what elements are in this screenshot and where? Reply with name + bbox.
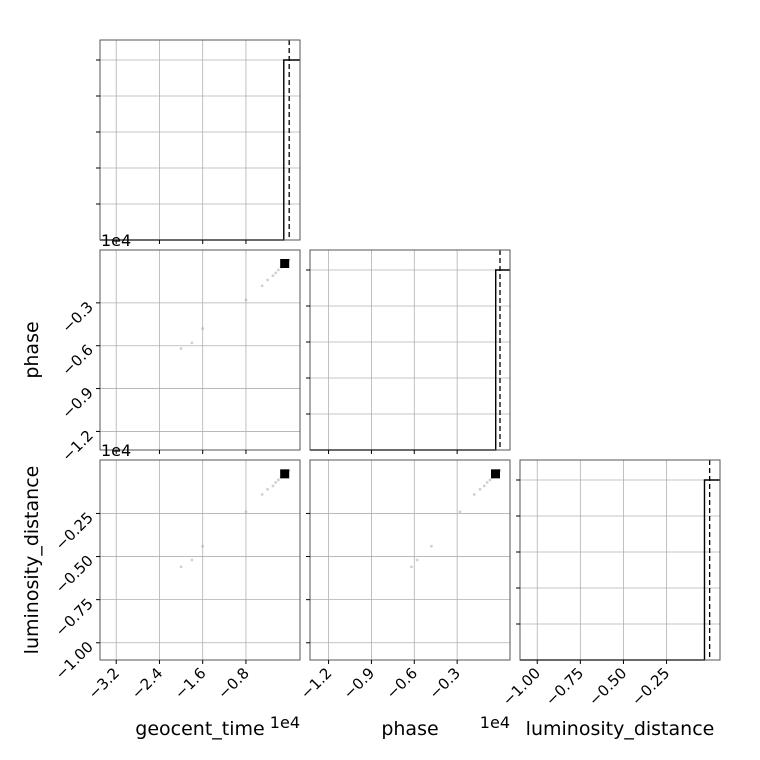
sample-point-r1c0-9 <box>244 298 248 302</box>
panel-frame-r2c2 <box>519 459 721 661</box>
x-tick-label-luminosity-distance-1: −0.75 <box>542 664 587 709</box>
sample-point-r2c1-12 <box>410 565 413 569</box>
y-tick-label-phase-1: −0.9 <box>58 384 96 422</box>
density-peak-r1c0 <box>280 259 290 268</box>
sample-point-r2c0-5 <box>274 481 278 484</box>
frames-layer <box>99 39 721 661</box>
sample-point-r2c1-8 <box>472 493 476 496</box>
sample-point-r1c0-7 <box>266 278 269 282</box>
sample-point-r2c1-11 <box>415 558 419 562</box>
offset-text-bottom-geocent-time: 1e4 <box>270 713 300 732</box>
sample-point-r1c0-5 <box>274 271 278 275</box>
sample-point-r2c0-7 <box>266 487 269 491</box>
sample-point-r2c1-4 <box>488 478 492 482</box>
histogram-step-luminosity-distance <box>520 479 720 661</box>
density-peak-r2c0 <box>280 469 290 479</box>
y-axis-label-luminosity-distance: luminosity_distance <box>21 466 43 655</box>
sample-point-r1c0-10 <box>201 327 205 330</box>
y-axis-label-phase: phase <box>21 321 43 378</box>
x-tick-label-phase-3: −0.3 <box>425 664 463 702</box>
sample-point-r2c1-10 <box>430 544 433 548</box>
y-tick-label-phase-0: −1.2 <box>58 427 96 465</box>
x-tick-label-geocent-time-0: −3.2 <box>85 664 123 702</box>
y-tick-label-phase-2: −0.6 <box>58 341 96 379</box>
offset-text-row0: 1e4 <box>101 231 131 250</box>
sample-point-r2c0-8 <box>260 493 264 496</box>
x-tick-label-phase-0: −1.2 <box>297 664 335 702</box>
y-tick-label-luminosity-distance-1: −0.75 <box>52 595 97 640</box>
x-tick-label-phase-1: −0.9 <box>340 664 378 702</box>
x-axis-label-luminosity-distance: luminosity_distance <box>526 718 715 740</box>
sample-point-r2c1-9 <box>458 510 462 514</box>
sample-point-r1c0-4 <box>276 268 280 272</box>
panel-frame-r2c1 <box>309 459 511 661</box>
offset-text-bottom-phase: 1e4 <box>480 713 510 732</box>
histogram-step-geocent-time <box>100 59 300 241</box>
x-tick-label-geocent-time-1: −2.4 <box>128 664 166 702</box>
x-axis-label-geocent-time: geocent_time <box>135 718 264 740</box>
panel-frame-r0c0 <box>99 39 301 241</box>
sample-point-r2c1-6 <box>482 484 486 488</box>
sample-point-r2c0-10 <box>201 544 205 548</box>
x-tick-label-luminosity-distance-0: −1.00 <box>499 664 544 709</box>
y-tick-label-luminosity-distance-3: −0.25 <box>52 509 97 554</box>
sample-point-r1c0-11 <box>190 341 194 345</box>
x-tick-label-geocent-time-2: −1.6 <box>171 664 209 702</box>
sample-point-r1c0-6 <box>271 274 275 278</box>
panel-frame-r2c0 <box>99 459 301 661</box>
x-axis-label-phase: phase <box>381 718 438 740</box>
grid-layer <box>100 40 720 660</box>
x-tick-label-geocent-time-3: −0.8 <box>214 664 252 702</box>
sample-point-r2c0-6 <box>271 484 275 488</box>
offset-text-row1: 1e4 <box>101 441 131 460</box>
sample-point-r2c0-4 <box>276 478 280 482</box>
y-tick-label-phase-3: −0.3 <box>58 298 96 336</box>
sample-point-r1c0-8 <box>260 284 264 288</box>
panel-frame-r1c1 <box>309 249 511 451</box>
y-tick-label-luminosity-distance-0: −1.00 <box>52 638 97 683</box>
marks-layer <box>100 40 720 661</box>
histogram-step-phase <box>310 269 510 451</box>
sample-point-r2c0-9 <box>244 510 248 514</box>
x-tick-label-luminosity-distance-2: −0.50 <box>585 664 630 709</box>
sample-point-r2c1-7 <box>478 487 482 491</box>
density-peak-r2c1 <box>491 469 500 479</box>
x-tick-label-luminosity-distance-3: −0.25 <box>628 664 673 709</box>
sample-point-r1c0-12 <box>179 347 183 350</box>
sample-point-r2c1-5 <box>485 481 489 484</box>
panel-frame-r1c0 <box>99 249 301 451</box>
sample-point-r2c0-11 <box>190 558 194 562</box>
y-tick-label-luminosity-distance-2: −0.50 <box>52 552 97 597</box>
x-tick-label-phase-2: −0.6 <box>383 664 421 702</box>
sample-point-r2c0-12 <box>179 565 183 569</box>
